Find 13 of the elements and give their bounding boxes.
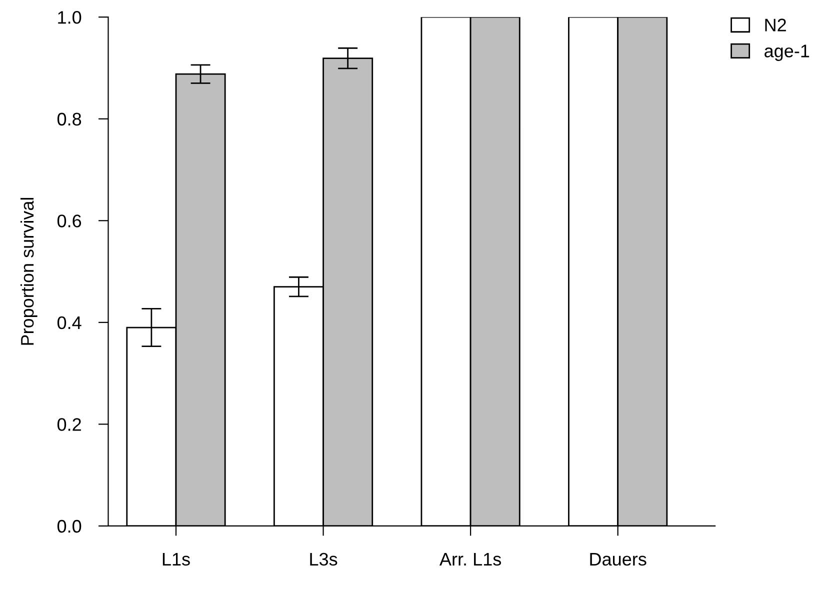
legend-label: age-1 — [764, 44, 810, 61]
y-tick-label: 1.0 — [58, 11, 82, 24]
y-tick-label: 0.4 — [57, 316, 82, 330]
y-tick-label: 0.6 — [57, 214, 82, 228]
y-tick-label: 0.0 — [57, 520, 82, 533]
legend-label: N2 — [765, 18, 786, 32]
x-tick-label: L3s — [310, 552, 338, 566]
x-tick-label: Dauers — [590, 553, 646, 566]
x-tick-label: Arr. L1s — [439, 553, 502, 566]
y-tick-label: 0.8 — [57, 112, 82, 126]
x-tick-label: L1s — [162, 553, 190, 566]
y-tick-label: 0.2 — [57, 418, 81, 431]
y-axis-title: Proportion survival — [20, 198, 38, 345]
